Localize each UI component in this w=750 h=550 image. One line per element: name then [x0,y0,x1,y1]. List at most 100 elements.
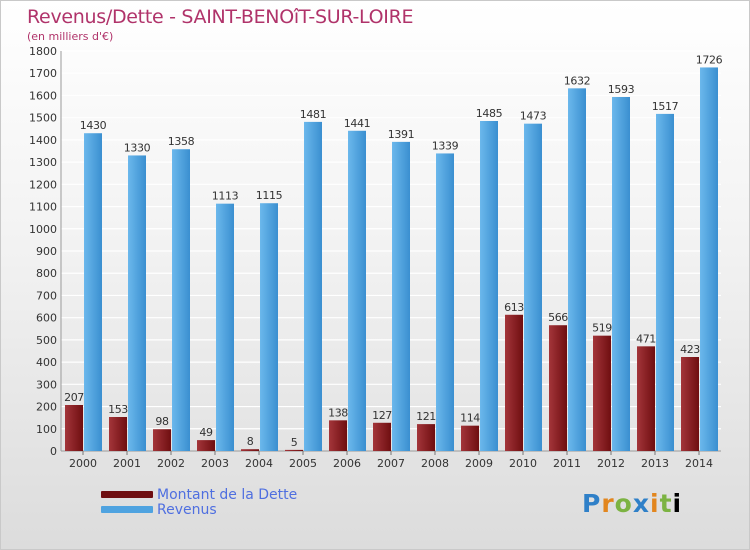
x-tick-label: 2001 [113,457,141,470]
bar-dette [197,440,215,451]
legend-swatch-dette [101,491,153,498]
data-label-dette: 98 [155,415,169,428]
data-label-dette: 121 [416,410,436,423]
data-label-revenus: 1593 [608,83,635,96]
bar-revenus [260,203,278,451]
bar-dette [109,417,127,451]
data-label-dette: 566 [548,311,568,324]
data-label-revenus: 1632 [564,74,590,87]
x-tick-label: 2014 [685,457,713,470]
bar-revenus [700,67,718,451]
data-label-dette: 127 [372,409,392,422]
x-tick-label: 2003 [201,457,229,470]
x-tick-label: 2013 [641,457,669,470]
y-tick-label: 1700 [29,67,57,80]
y-tick-label: 700 [36,289,57,302]
bar-revenus [172,149,190,451]
bar-dette [241,449,259,451]
y-tick-label: 1400 [29,134,57,147]
data-label-dette: 519 [592,322,612,335]
data-label-dette: 423 [680,343,700,356]
legend-item-revenus: Revenus [101,501,297,518]
bar-revenus [436,153,454,451]
y-tick-label: 0 [50,445,57,458]
x-tick-label: 2010 [509,457,537,470]
x-tick-label: 2005 [289,457,317,470]
data-label-revenus: 1485 [476,107,503,120]
bar-dette [329,420,347,451]
bar-revenus [524,123,542,452]
data-label-dette: 138 [328,406,348,419]
data-label-revenus: 1517 [652,100,679,113]
data-label-dette: 471 [636,332,656,345]
bar-chart: 0 100 200 300 400 500 600 700 800 900 1000 1100 1200… [29,45,723,470]
y-tick-label: 1000 [29,223,57,236]
data-label-revenus: 1430 [80,119,107,132]
bar-dette [417,424,435,451]
bar-revenus [304,121,322,451]
bar-dette [681,357,699,451]
bar-revenus [348,130,366,451]
bar-revenus [656,113,674,451]
legend-swatch-revenus [101,506,153,513]
x-tick-label: 2007 [377,457,405,470]
x-tick-label: 2009 [465,457,493,470]
data-label-revenus: 1115 [256,189,283,202]
data-label-revenus: 1391 [388,128,414,141]
data-label-revenus: 1726 [696,53,723,66]
data-label-revenus: 1358 [168,135,195,148]
data-label-dette: 207 [64,391,84,404]
x-tick-label: 2004 [245,457,273,470]
bar-dette [593,335,611,451]
y-tick-label: 1600 [29,89,57,102]
data-label-dette: 49 [199,426,213,439]
data-label-revenus: 1330 [124,141,151,154]
bar-dette [637,346,655,451]
legend-label-revenus: Revenus [157,501,217,518]
data-label-revenus: 1481 [300,108,326,121]
proxiti-logo: Proxiti [582,489,683,518]
bar-dette [153,429,171,451]
x-tick-label: 2002 [157,457,185,470]
data-label-revenus: 1339 [432,139,459,152]
data-label-revenus: 1441 [344,117,370,130]
legend-label-dette: Montant de la Dette [157,486,298,503]
data-label-dette: 5 [291,436,298,449]
y-tick-label: 500 [36,334,57,347]
y-tick-label: 900 [36,245,57,258]
x-tick-label: 2012 [597,457,625,470]
y-tick-label: 1300 [29,156,57,169]
bar-dette [549,325,567,451]
y-tick-label: 100 [36,423,57,436]
bar-dette [505,314,523,451]
data-label-dette: 613 [504,301,524,314]
y-tick-label: 200 [36,401,57,414]
bar-revenus [612,97,630,451]
data-label-dette: 153 [108,403,128,416]
bar-revenus [480,121,498,451]
y-tick-label: 1100 [29,201,57,214]
y-tick-label: 1800 [29,45,57,58]
x-tick-label: 2000 [69,457,97,470]
bar-dette [65,405,83,451]
y-tick-label: 300 [36,378,57,391]
y-tick-label: 1500 [29,112,57,125]
y-tick-label: 400 [36,356,57,369]
data-label-revenus: 1113 [212,190,239,203]
legend: Montant de la Dette Revenus [101,486,298,518]
x-tick-label: 2006 [333,457,361,470]
bar-revenus [568,88,586,451]
data-label-revenus: 1473 [520,110,547,123]
data-label-dette: 114 [460,412,480,425]
y-tick-label: 800 [36,267,57,280]
bar-dette [461,425,479,451]
chart-subtitle: (en milliers d'€) [27,30,114,43]
chart-title: Revenus/Dette - SAINT-BENOîT-SUR-LOIRE [27,6,414,28]
x-tick-label: 2008 [421,457,449,470]
y-tick-label: 1200 [29,178,57,191]
bar-revenus [128,155,146,451]
bar-revenus [84,133,102,451]
bar-revenus [392,141,410,451]
bar-dette [373,422,391,451]
